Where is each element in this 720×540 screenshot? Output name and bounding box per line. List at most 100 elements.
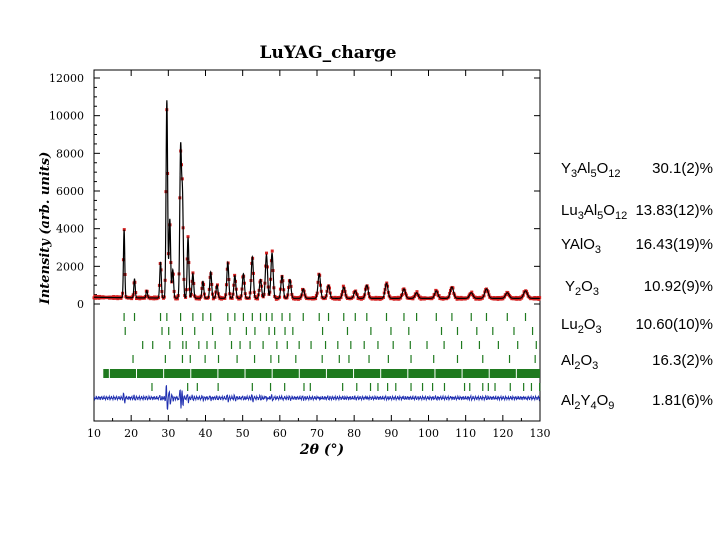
observed-point — [359, 297, 363, 301]
observed-point — [537, 297, 541, 301]
x-tick-label: 70 — [310, 427, 324, 440]
observed-point — [395, 297, 399, 301]
reflection-tick-rows — [103, 313, 541, 391]
phase-row: YAlO3 16.43(19)% — [561, 236, 720, 258]
phase-name: YAlO3 — [561, 236, 602, 256]
observed-point — [92, 296, 96, 300]
observed-point — [458, 297, 462, 301]
x-tick-label: 120 — [492, 427, 513, 440]
phase-row: Lu2O3 10.60(10)% — [561, 316, 720, 338]
y-tick-label: 12000 — [49, 72, 84, 85]
observed-point — [492, 296, 496, 300]
observed-point — [397, 297, 401, 301]
observed-point — [499, 297, 503, 301]
x-tick-label: 80 — [347, 427, 361, 440]
observed-point — [440, 296, 444, 300]
observed-point — [97, 296, 101, 300]
observed-point — [536, 295, 540, 299]
x-tick-label: 50 — [236, 427, 250, 440]
observed-point — [119, 296, 123, 300]
observed-point — [377, 295, 381, 299]
observed-point — [155, 297, 159, 301]
observed-point — [219, 295, 223, 299]
reflection-row — [124, 327, 534, 335]
observed-point — [418, 295, 422, 299]
x-tick-label: 110 — [455, 427, 476, 440]
observed-point — [270, 249, 274, 253]
phase-row: Y2O3 10.92(9)% — [561, 278, 720, 300]
observed-point — [175, 295, 179, 299]
observed-point — [186, 235, 190, 239]
observed-point — [296, 296, 300, 300]
x-tick-label: 40 — [199, 427, 213, 440]
y-axis-ticks: 0 2000 4000 6000 8000 10000 12000 — [49, 72, 540, 311]
reflection-gap — [325, 369, 327, 378]
reflection-row — [132, 355, 536, 363]
phase-name: Y2O3 — [565, 278, 599, 298]
phase-row: Al2O3 16.3(2)% — [561, 352, 720, 374]
observed-point — [415, 290, 419, 294]
observed-point — [336, 296, 340, 300]
reflection-row — [103, 369, 541, 378]
observed-point — [296, 297, 300, 301]
reflection-row — [151, 383, 541, 391]
reflection-gap — [461, 369, 463, 378]
observed-point — [196, 297, 200, 301]
observed-point — [111, 296, 115, 300]
phase-row: Al2Y4O9 1.81(6)% — [561, 392, 720, 414]
calculated-series — [94, 100, 540, 299]
observed-point — [292, 295, 296, 299]
reflection-gap — [244, 369, 246, 378]
reflection-gap — [271, 369, 273, 378]
observed-point — [274, 297, 278, 301]
reflection-gap — [298, 369, 300, 378]
observed-point — [477, 297, 481, 301]
observed-point — [310, 297, 314, 301]
observed-point — [130, 297, 134, 301]
phase-fraction: 30.1(2)% — [652, 160, 713, 177]
phase-row: Y3Al5O12 30.1(2)% — [561, 160, 720, 182]
observed-point — [265, 251, 269, 255]
phase-fraction: 10.60(10)% — [635, 316, 713, 333]
observed-point — [332, 297, 336, 301]
y-tick-label: 10000 — [49, 110, 84, 123]
phase-name: Al2O3 — [561, 352, 599, 372]
observed-point — [538, 296, 542, 300]
x-tick-label: 30 — [161, 427, 175, 440]
observed-point — [473, 295, 477, 299]
observed-point — [116, 297, 120, 301]
x-tick-label: 100 — [418, 427, 439, 440]
x-axis-label: 2θ (°) — [299, 442, 344, 458]
reflection-gap — [407, 369, 409, 378]
x-tick-label: 10 — [87, 427, 101, 440]
observed-point — [378, 297, 382, 301]
plot-frame — [93, 69, 541, 422]
x-tick-label: 60 — [273, 427, 287, 440]
observed-point — [518, 297, 522, 301]
reflection-gap — [190, 369, 192, 378]
reflection-gap — [380, 369, 382, 378]
observed-point — [238, 295, 242, 299]
observed-point — [94, 296, 98, 300]
y-tick-label: 6000 — [56, 185, 84, 198]
reflection-gap — [163, 369, 165, 378]
observed-point — [197, 295, 201, 299]
phase-name: Lu2O3 — [561, 316, 602, 336]
observed-point — [337, 297, 341, 301]
observed-point — [396, 295, 400, 299]
reflection-band — [103, 369, 541, 378]
x-tick-label: 130 — [530, 427, 551, 440]
observed-point — [374, 295, 378, 299]
observed-point — [459, 295, 463, 299]
y-tick-label: 2000 — [56, 260, 84, 273]
phase-fraction: 16.43(19)% — [635, 236, 713, 253]
y-axis-label: Intensity (arb. units) — [38, 152, 53, 305]
chart-title: LuYAG_charge — [260, 43, 397, 63]
observed-point — [514, 295, 518, 299]
phase-name: Al2Y4O9 — [561, 392, 615, 412]
observed-point — [496, 297, 500, 301]
observed-point — [495, 296, 499, 300]
pattern-series — [92, 100, 542, 410]
phase-fraction: 13.83(12)% — [635, 202, 713, 219]
observed-point — [333, 295, 337, 299]
